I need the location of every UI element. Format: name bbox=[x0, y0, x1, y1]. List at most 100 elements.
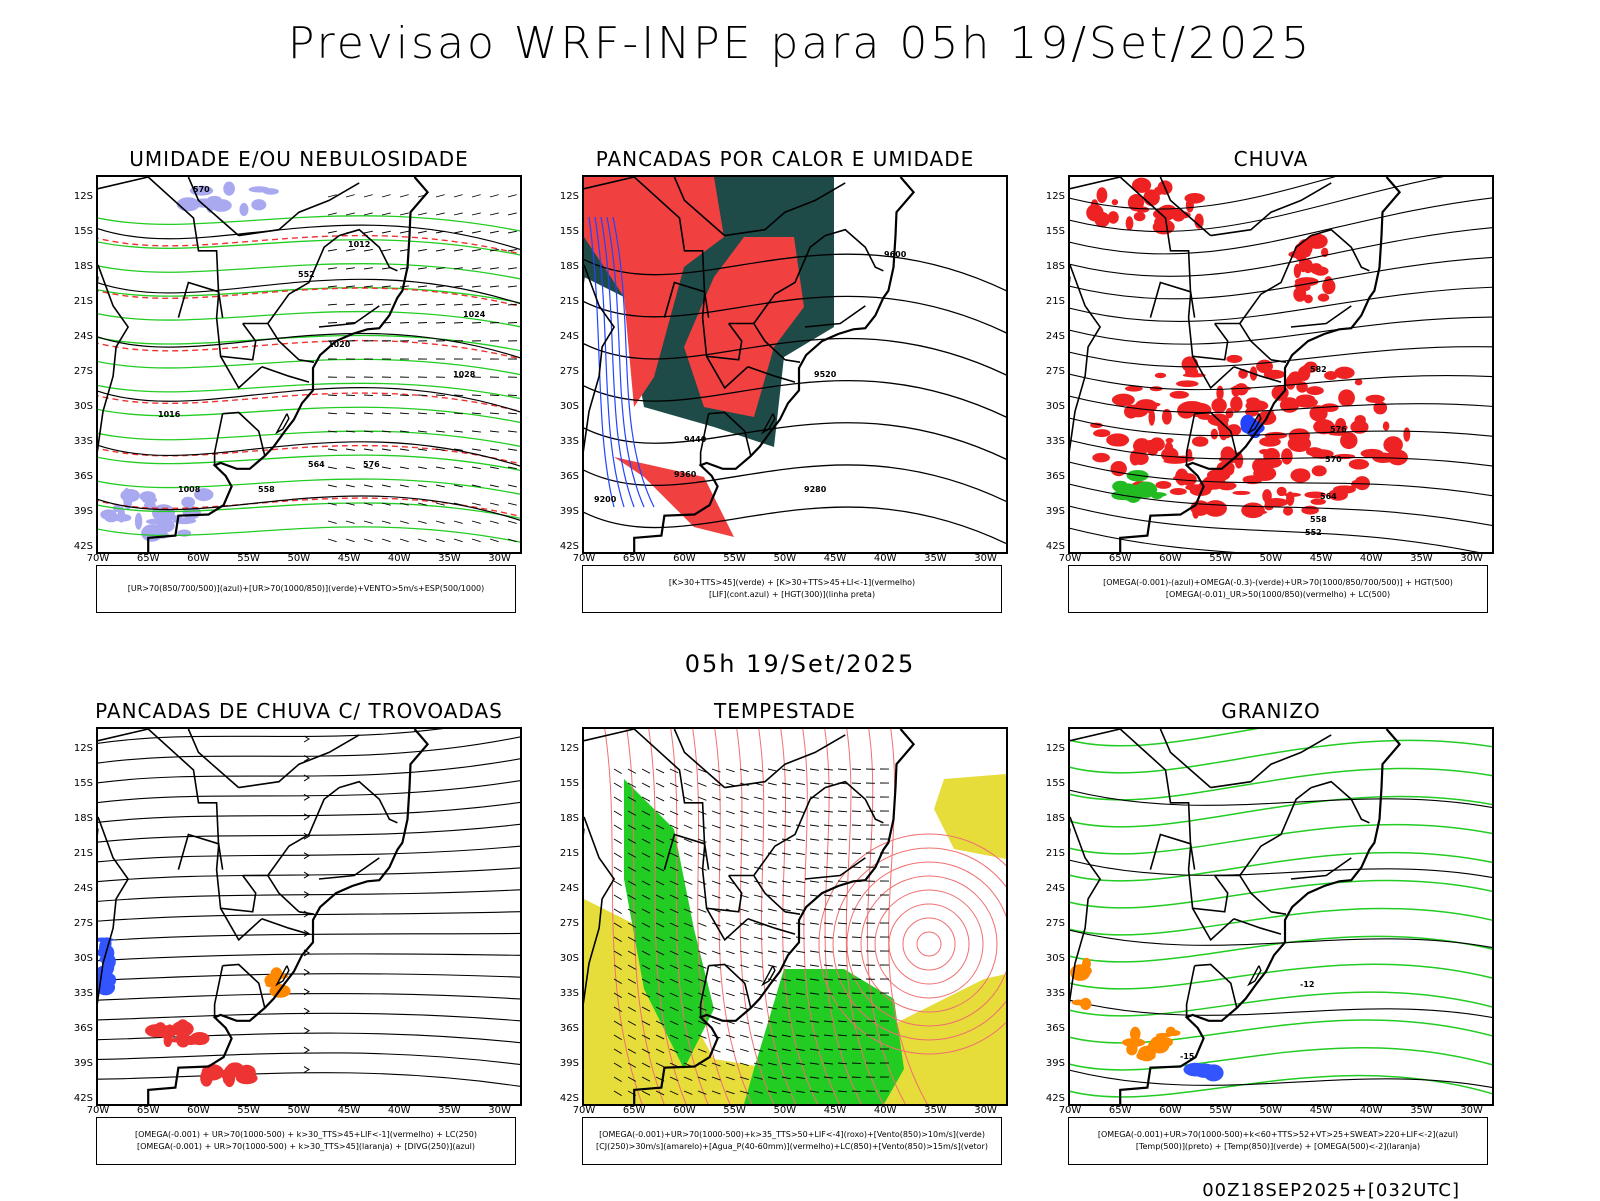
wind-vector bbox=[328, 304, 337, 305]
wind-vector-850 bbox=[852, 769, 861, 770]
wind-vector-850 bbox=[684, 867, 692, 871]
wind-vector bbox=[328, 395, 337, 396]
omega-orange-area bbox=[1072, 999, 1085, 1005]
wind-vector bbox=[454, 195, 463, 197]
wind-vector-850 bbox=[852, 979, 861, 980]
state-border bbox=[1195, 965, 1237, 1008]
wind-vector bbox=[508, 286, 517, 287]
contour-label: 570 bbox=[193, 185, 210, 194]
wind-vector-850 bbox=[754, 1035, 763, 1037]
lat-tick-label: 18S bbox=[1031, 813, 1065, 824]
lon-tick-label: 55W bbox=[715, 553, 755, 564]
thunder-orange-area bbox=[265, 983, 282, 987]
rain-red-area bbox=[1216, 386, 1223, 401]
lat-tick-label: 39S bbox=[545, 1058, 579, 1069]
wind-vector bbox=[418, 304, 427, 305]
state-border bbox=[1150, 283, 1194, 318]
wind-vector bbox=[400, 485, 409, 487]
lon-tick-label: 50W bbox=[1251, 1105, 1291, 1116]
wind-vector-850 bbox=[768, 909, 777, 911]
lon-tick-label: 45W bbox=[815, 1105, 855, 1116]
wind-vector-850 bbox=[824, 769, 833, 770]
lat-tick-label: 27S bbox=[1031, 918, 1065, 929]
wind-vector bbox=[328, 413, 337, 414]
lon-tick-label: 35W bbox=[1401, 553, 1441, 564]
lat-tick-label: 36S bbox=[545, 1023, 579, 1034]
lat-tick-label: 24S bbox=[59, 331, 93, 342]
humidity-green-contour bbox=[98, 479, 520, 495]
wind-vector bbox=[454, 231, 463, 233]
humidity-blue-area bbox=[156, 518, 174, 532]
wind-vector bbox=[346, 268, 355, 269]
panel-tempestade: TEMPESTADE [OMEGA(-0.001)+UR>70(1000-500… bbox=[545, 699, 1025, 1169]
wind-vector-850 bbox=[810, 937, 819, 938]
state-border bbox=[319, 858, 379, 879]
state-border bbox=[1189, 294, 1228, 360]
rain-red-area bbox=[1294, 264, 1301, 278]
lat-tick-label: 24S bbox=[59, 883, 93, 894]
wind-vector bbox=[508, 485, 517, 487]
wind-vector-850 bbox=[684, 825, 692, 829]
wind-vector bbox=[418, 231, 427, 233]
rain-red-area bbox=[1290, 468, 1310, 482]
lat-tick-label: 42S bbox=[59, 1093, 93, 1104]
rain-red-area bbox=[1226, 355, 1242, 363]
wind-vector bbox=[490, 449, 499, 450]
rain-red-area bbox=[1241, 503, 1265, 519]
rain-red-area bbox=[1192, 436, 1209, 446]
wind-vector-850 bbox=[726, 979, 735, 982]
wind-vector-850 bbox=[754, 853, 763, 855]
wind-vector-850 bbox=[768, 867, 777, 869]
lat-tick-label: 42S bbox=[59, 541, 93, 552]
lat-tick-label: 39S bbox=[545, 506, 579, 517]
wind-vector-850 bbox=[768, 825, 777, 827]
wind-vector bbox=[346, 249, 355, 251]
humidity-blue-area bbox=[135, 513, 142, 530]
lon-tick-label: 55W bbox=[1201, 1105, 1241, 1116]
wind-vector-850 bbox=[852, 923, 861, 924]
thunder-red-area bbox=[177, 1019, 188, 1029]
wind-vector bbox=[364, 395, 373, 396]
streamline-arrow bbox=[304, 1047, 309, 1053]
wind-vector-850 bbox=[810, 811, 819, 812]
wind-vector bbox=[346, 485, 355, 487]
contour-label: 9360 bbox=[674, 470, 697, 479]
wind-vector bbox=[490, 503, 499, 505]
lat-tick-label: 18S bbox=[545, 261, 579, 272]
wind-vector bbox=[490, 231, 499, 233]
rain-red-area bbox=[1301, 506, 1319, 515]
wind-vector bbox=[454, 521, 463, 523]
state-border bbox=[825, 782, 883, 823]
lat-tick-label: 30S bbox=[59, 953, 93, 964]
wind-vector-850 bbox=[852, 1007, 861, 1008]
wind-vector-850 bbox=[796, 769, 805, 771]
wind-vector bbox=[490, 304, 499, 305]
lon-tick-label: 55W bbox=[229, 553, 269, 564]
wind-vector-850 bbox=[726, 853, 735, 856]
wind-vector bbox=[328, 467, 337, 469]
lat-tick-label: 24S bbox=[1031, 883, 1065, 894]
wind-vector bbox=[418, 286, 427, 287]
wind-vector-850 bbox=[782, 769, 791, 771]
wind-vector-850 bbox=[712, 853, 720, 856]
wind-vector bbox=[364, 304, 373, 305]
lon-tick-label: 55W bbox=[1201, 553, 1241, 564]
lat-tick-label: 33S bbox=[545, 436, 579, 447]
legend-granizo: [OMEGA(-0.001)+UR>70(1000-500)+k<60+TTS>… bbox=[1068, 1117, 1488, 1165]
state-border bbox=[262, 919, 309, 934]
wind-vector-850 bbox=[698, 937, 706, 940]
contour-label: 564 bbox=[1320, 492, 1337, 501]
wind-vector-850 bbox=[740, 1035, 749, 1038]
contour-label: 9440 bbox=[684, 435, 707, 444]
state-border bbox=[319, 306, 379, 327]
lat-tick-label: 42S bbox=[545, 1093, 579, 1104]
wind-vector-850 bbox=[712, 979, 720, 982]
wind-vector-850 bbox=[698, 923, 706, 926]
wind-vector-850 bbox=[768, 881, 777, 883]
wind-vector bbox=[400, 231, 409, 233]
lat-tick-label: 18S bbox=[1031, 261, 1065, 272]
wind-vector-850 bbox=[796, 839, 805, 841]
